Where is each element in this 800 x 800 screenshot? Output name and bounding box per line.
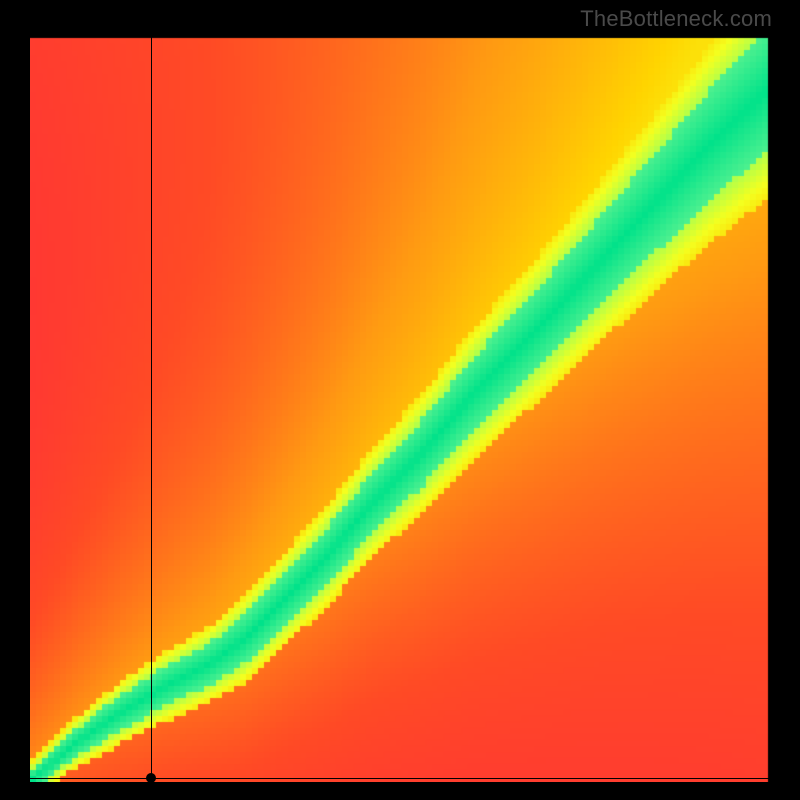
heatmap-canvas bbox=[30, 36, 770, 782]
crosshair-marker bbox=[146, 773, 156, 783]
heatmap-plot bbox=[30, 36, 770, 782]
watermark-text: TheBottleneck.com bbox=[580, 6, 772, 32]
crosshair-horizontal bbox=[30, 778, 770, 779]
crosshair-vertical bbox=[151, 36, 152, 782]
